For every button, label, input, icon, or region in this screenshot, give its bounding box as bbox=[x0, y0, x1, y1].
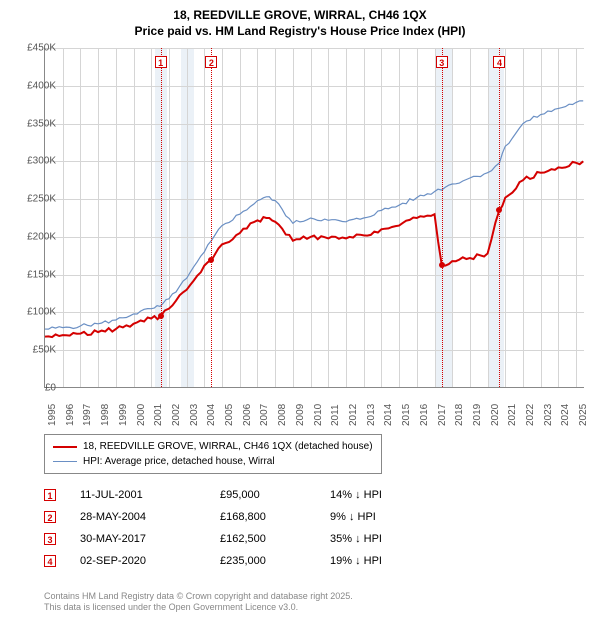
sales-date: 30-MAY-2017 bbox=[80, 533, 220, 545]
sales-diff: 19% ↓ HPI bbox=[330, 555, 450, 567]
series-hpi bbox=[45, 101, 583, 329]
legend-label: HPI: Average price, detached house, Wirr… bbox=[83, 454, 275, 469]
y-axis-label: £200K bbox=[27, 231, 56, 242]
y-axis-label: £150K bbox=[27, 269, 56, 280]
x-axis-label: 2018 bbox=[454, 404, 465, 426]
sales-row: 1 11-JUL-2001£95,00014% ↓ HPI bbox=[44, 484, 450, 506]
sales-price: £168,800 bbox=[220, 511, 330, 523]
x-axis-label: 2007 bbox=[259, 404, 270, 426]
x-axis-label: 2016 bbox=[419, 404, 430, 426]
sales-row: 4 02-SEP-2020£235,00019% ↓ HPI bbox=[44, 550, 450, 572]
marker-box-3: 3 bbox=[436, 56, 448, 68]
sales-date: 02-SEP-2020 bbox=[80, 555, 220, 567]
legend-row: 18, REEDVILLE GROVE, WIRRAL, CH46 1QX (d… bbox=[53, 439, 373, 454]
chart-area: 1 2 3 4 bbox=[44, 48, 584, 388]
y-axis-label: £450K bbox=[27, 43, 56, 54]
x-axis-label: 1997 bbox=[82, 404, 93, 426]
chart-lines bbox=[45, 48, 585, 388]
footer: Contains HM Land Registry data © Crown c… bbox=[44, 591, 353, 614]
x-axis-label: 2001 bbox=[153, 404, 164, 426]
plot: 1 2 3 4 bbox=[44, 48, 584, 388]
x-axis-label: 2025 bbox=[578, 404, 589, 426]
chart-title: 18, REEDVILLE GROVE, WIRRAL, CH46 1QX Pr… bbox=[0, 0, 600, 39]
marker-box-4: 4 bbox=[493, 56, 505, 68]
x-axis-label: 2010 bbox=[313, 404, 324, 426]
title-line2: Price paid vs. HM Land Registry's House … bbox=[0, 24, 600, 40]
footer-line2: This data is licensed under the Open Gov… bbox=[44, 602, 353, 614]
x-axis-label: 2013 bbox=[366, 404, 377, 426]
sales-marker: 1 bbox=[44, 489, 56, 501]
sales-date: 11-JUL-2001 bbox=[80, 489, 220, 501]
x-axis-label: 2014 bbox=[383, 404, 394, 426]
marker-line bbox=[211, 48, 212, 387]
footer-line1: Contains HM Land Registry data © Crown c… bbox=[44, 591, 353, 603]
x-axis-label: 2003 bbox=[189, 404, 200, 426]
x-axis-label: 2022 bbox=[525, 404, 536, 426]
x-axis-label: 2024 bbox=[560, 404, 571, 426]
sales-table: 1 11-JUL-2001£95,00014% ↓ HPI 2 28-MAY-2004… bbox=[44, 484, 450, 572]
marker-dot bbox=[208, 257, 214, 263]
x-axis-label: 2015 bbox=[401, 404, 412, 426]
sales-row: 2 28-MAY-2004£168,8009% ↓ HPI bbox=[44, 506, 450, 528]
x-axis-label: 2009 bbox=[295, 404, 306, 426]
y-axis-label: £0 bbox=[45, 383, 56, 394]
marker-dot bbox=[496, 207, 502, 213]
marker-line bbox=[442, 48, 443, 387]
x-axis-label: 2019 bbox=[472, 404, 483, 426]
sales-marker: 3 bbox=[44, 533, 56, 545]
sales-row: 3 30-MAY-2017£162,50035% ↓ HPI bbox=[44, 528, 450, 550]
x-axis-label: 2017 bbox=[437, 404, 448, 426]
title-line1: 18, REEDVILLE GROVE, WIRRAL, CH46 1QX bbox=[0, 8, 600, 24]
x-axis-label: 2023 bbox=[543, 404, 554, 426]
x-axis-label: 2005 bbox=[224, 404, 235, 426]
marker-box-2: 2 bbox=[205, 56, 217, 68]
x-axis-label: 2021 bbox=[507, 404, 518, 426]
sales-marker: 4 bbox=[44, 555, 56, 567]
y-axis-label: £400K bbox=[27, 80, 56, 91]
sales-diff: 9% ↓ HPI bbox=[330, 511, 450, 523]
marker-line bbox=[161, 48, 162, 387]
legend-label: 18, REEDVILLE GROVE, WIRRAL, CH46 1QX (d… bbox=[83, 439, 373, 454]
sales-diff: 14% ↓ HPI bbox=[330, 489, 450, 501]
x-axis-label: 2002 bbox=[171, 404, 182, 426]
sales-diff: 35% ↓ HPI bbox=[330, 533, 450, 545]
y-axis-label: £350K bbox=[27, 118, 56, 129]
marker-line bbox=[499, 48, 500, 387]
x-axis-label: 2012 bbox=[348, 404, 359, 426]
legend-swatch bbox=[53, 461, 77, 462]
x-axis-label: 2011 bbox=[330, 404, 341, 426]
x-axis-label: 2008 bbox=[277, 404, 288, 426]
sales-price: £162,500 bbox=[220, 533, 330, 545]
x-axis-label: 2006 bbox=[242, 404, 253, 426]
y-axis-label: £50K bbox=[33, 345, 56, 356]
sales-date: 28-MAY-2004 bbox=[80, 511, 220, 523]
x-axis-label: 1996 bbox=[65, 404, 76, 426]
sales-marker: 2 bbox=[44, 511, 56, 523]
x-axis-label: 1995 bbox=[47, 404, 58, 426]
legend: 18, REEDVILLE GROVE, WIRRAL, CH46 1QX (d… bbox=[44, 434, 382, 474]
series-price_paid bbox=[45, 161, 583, 337]
marker-dot bbox=[439, 262, 445, 268]
x-axis-label: 2004 bbox=[206, 404, 217, 426]
x-axis-label: 2000 bbox=[136, 404, 147, 426]
marker-dot bbox=[158, 313, 164, 319]
y-axis-label: £300K bbox=[27, 156, 56, 167]
marker-box-1: 1 bbox=[155, 56, 167, 68]
sales-price: £235,000 bbox=[220, 555, 330, 567]
y-axis-label: £100K bbox=[27, 307, 56, 318]
legend-swatch bbox=[53, 446, 77, 448]
legend-row: HPI: Average price, detached house, Wirr… bbox=[53, 454, 373, 469]
sales-price: £95,000 bbox=[220, 489, 330, 501]
x-axis-label: 1999 bbox=[118, 404, 129, 426]
x-axis-label: 1998 bbox=[100, 404, 111, 426]
x-axis-label: 2020 bbox=[490, 404, 501, 426]
y-axis-label: £250K bbox=[27, 194, 56, 205]
